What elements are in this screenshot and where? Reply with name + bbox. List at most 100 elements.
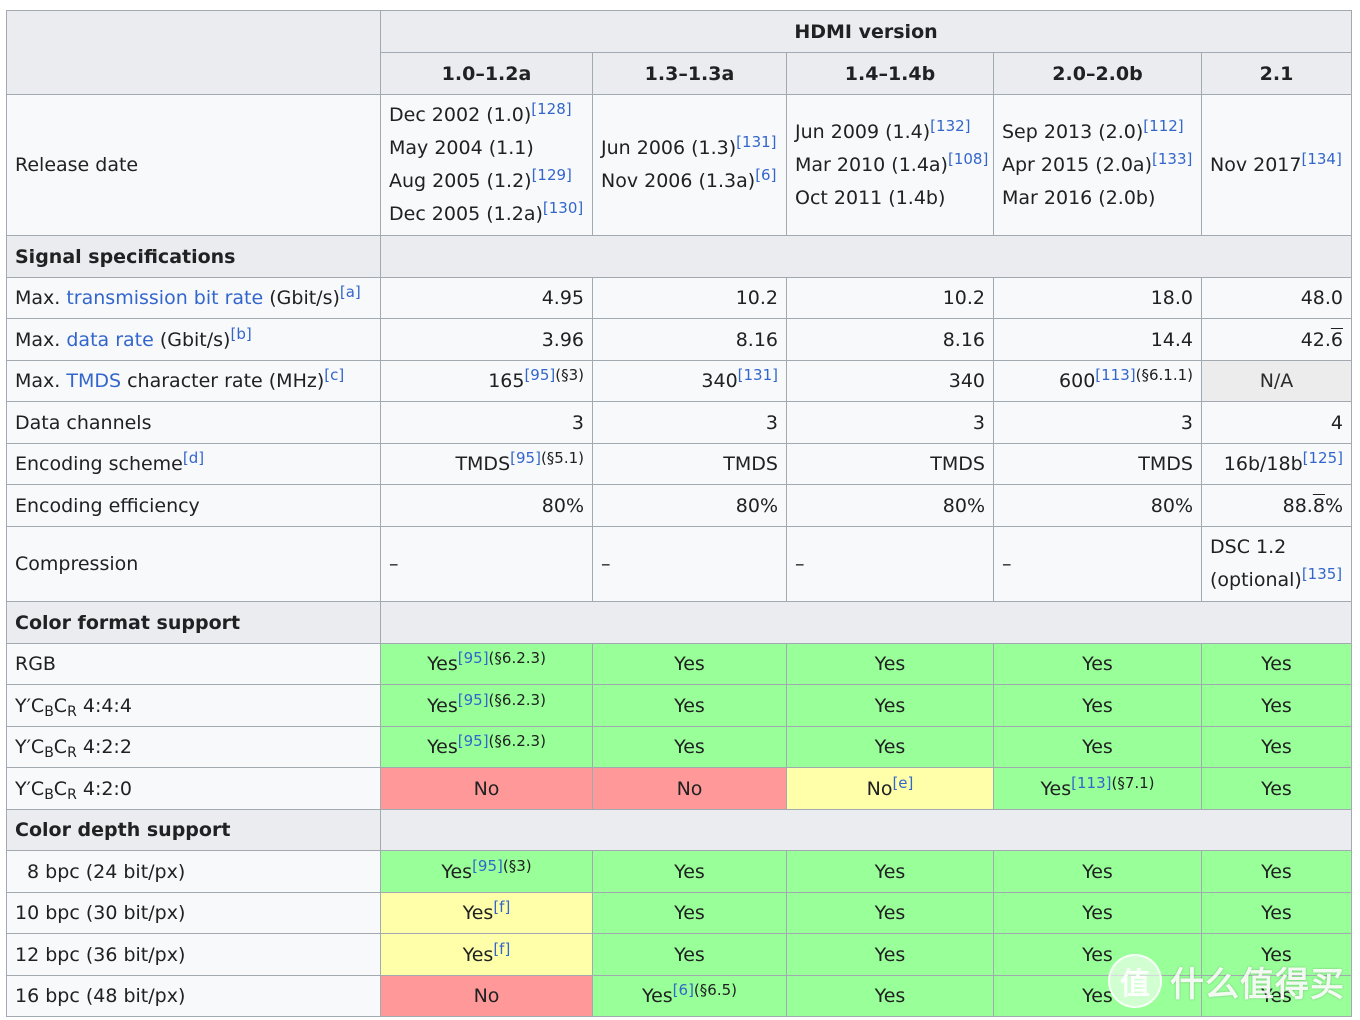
tmds-link[interactable]: TMDS [66, 370, 122, 392]
row-label: Release date [6, 94, 381, 236]
note-link[interactable]: [f] [493, 939, 511, 958]
citation-link[interactable]: [95] [457, 732, 489, 750]
support-cell: No [380, 767, 593, 810]
data-rate-row: Max. data rate (Gbit/s)[b] 3.96 8.16 8.1… [6, 318, 1352, 361]
release-line: Aug 2005 (1.2)[129] [389, 166, 572, 193]
value-cell: 80% [993, 484, 1202, 527]
ycc422-row: Y′CBCR 4:2:2 Yes[95](§6.2.3) Yes Yes Yes… [6, 726, 1352, 768]
tbr-row: Max. transmission bit rate (Gbit/s)[a] 4… [6, 277, 1352, 319]
value-cell: TMDS [592, 443, 787, 485]
section-title: Color depth support [6, 809, 381, 851]
row-label: Max. data rate (Gbit/s)[b] [6, 318, 381, 361]
support-cell: Yes [592, 684, 787, 727]
section-row: Signal specifications [6, 235, 1352, 278]
citation-link[interactable]: [125] [1302, 449, 1343, 467]
section-fill [380, 235, 1352, 278]
support-cell: Yes [786, 726, 994, 768]
note-link[interactable]: [a] [339, 283, 361, 301]
transmission-bit-rate-link[interactable]: transmission bit rate [66, 287, 264, 309]
value-cell: 14.4 [993, 318, 1202, 361]
release-line: Dec 2005 (1.2a)[130] [389, 199, 584, 226]
compression-line: DSC 1.2 [1210, 536, 1287, 558]
note-link[interactable]: [c] [324, 366, 345, 384]
support-cell: Yes [1201, 643, 1352, 685]
support-cell: Yes [1201, 892, 1352, 934]
bpc12-row: 12 bpc (36 bit/px) Yes[f] Yes Yes Yes Ye… [6, 933, 1352, 976]
corner-cell [6, 10, 381, 95]
tmds-row: Max. TMDS character rate (MHz)[c] 165[95… [6, 360, 1352, 402]
value-cell: 16b/18b[125] [1201, 443, 1352, 485]
release-cell: Sep 2013 (2.0)[112] Apr 2015 (2.0a)[133]… [993, 94, 1202, 236]
section-fill [380, 601, 1352, 644]
note-link[interactable]: [f] [493, 898, 511, 916]
citation-link[interactable]: [112] [1143, 116, 1184, 135]
citation-link[interactable]: [95] [524, 366, 556, 384]
support-cell: No[e] [786, 767, 994, 810]
value-cell: 4.95 [380, 277, 593, 319]
value-cell: 3 [786, 401, 994, 444]
row-label: Data channels [6, 401, 381, 444]
support-cell: Yes [993, 726, 1202, 768]
note-link[interactable]: [e] [892, 773, 914, 792]
compression-row: Compression – – – – DSC 1.2 (optional)[1… [6, 526, 1352, 602]
value-cell: 3 [592, 401, 787, 444]
row-label: Encoding scheme[d] [6, 443, 381, 485]
value-cell: – [786, 526, 994, 602]
value-cell: 80% [786, 484, 994, 527]
note-link[interactable]: [d] [182, 449, 205, 467]
release-line: Jun 2006 (1.3)[131] [601, 133, 777, 160]
support-cell: Yes [786, 975, 994, 1017]
release-cell: Nov 2017[134] [1201, 94, 1352, 236]
section-title: Signal specifications [6, 235, 381, 278]
support-cell: Yes[95](§6.2.3) [380, 684, 593, 727]
section-row: Color format support [6, 601, 1352, 644]
citation-link[interactable]: [6] [755, 166, 777, 184]
citation-link[interactable]: [95] [510, 449, 541, 467]
citation-link[interactable]: [113] [1095, 366, 1136, 384]
rgb-row: RGB Yes[95](§6.2.3) Yes Yes Yes Yes [6, 643, 1352, 685]
citation-link[interactable]: [95] [457, 690, 489, 709]
citation-link[interactable]: [134] [1301, 149, 1342, 168]
group-header: HDMI version [380, 10, 1352, 53]
citation-link[interactable]: [133] [1152, 149, 1193, 168]
release-line: Mar 2010 (1.4a)[108] [795, 149, 989, 176]
version-header: 1.3–1.3a [592, 52, 787, 95]
release-line: Dec 2002 (1.0)[128] [389, 100, 572, 127]
data-rate-link[interactable]: data rate [66, 328, 154, 351]
row-label: RGB [6, 643, 381, 685]
support-cell: Yes[95](§6.2.3) [380, 643, 593, 685]
citation-link[interactable]: [128] [531, 100, 572, 118]
release-line: Sep 2013 (2.0)[112] [1002, 116, 1184, 143]
citation-link[interactable]: [130] [542, 199, 584, 217]
row-label: Max. transmission bit rate (Gbit/s)[a] [6, 277, 381, 319]
support-cell: Yes [786, 892, 994, 934]
citation-link[interactable]: [113] [1071, 773, 1112, 792]
support-cell: Yes [786, 933, 994, 976]
citation-link[interactable]: [131] [737, 366, 778, 384]
citation-link[interactable]: [131] [736, 133, 777, 151]
section-title: Color format support [6, 601, 381, 644]
value-cell: – [380, 526, 593, 602]
citation-link[interactable]: [95] [457, 649, 489, 667]
support-cell: Yes [993, 643, 1202, 685]
bpc16-row: 16 bpc (48 bit/px) No Yes[6](§6.5) Yes Y… [6, 975, 1352, 1017]
citation-link[interactable]: [129] [531, 166, 572, 184]
citation-link[interactable]: [95] [472, 856, 503, 875]
release-line: Jun 2009 (1.4)[132] [795, 116, 971, 143]
note-link[interactable]: [b] [230, 324, 252, 343]
citation-link[interactable]: [108] [947, 149, 989, 168]
row-label: 8 bpc (24 bit/px) [6, 850, 381, 893]
row-label: 10 bpc (30 bit/px) [6, 892, 381, 934]
citation-link[interactable]: [132] [930, 116, 971, 135]
row-label: Y′CBCR 4:2:2 [6, 726, 381, 768]
citation-link[interactable]: [135] [1301, 565, 1343, 583]
support-cell: Yes [592, 643, 787, 685]
support-cell: Yes [993, 850, 1202, 893]
support-cell: Yes [1201, 726, 1352, 768]
na-cell: N/A [1201, 360, 1352, 402]
value-cell: – [592, 526, 787, 602]
citation-link[interactable]: [6] [672, 981, 694, 999]
value-cell: 3 [993, 401, 1202, 444]
support-cell: Yes[95](§3) [380, 850, 593, 893]
compression-line: (optional)[135] [1210, 565, 1343, 592]
